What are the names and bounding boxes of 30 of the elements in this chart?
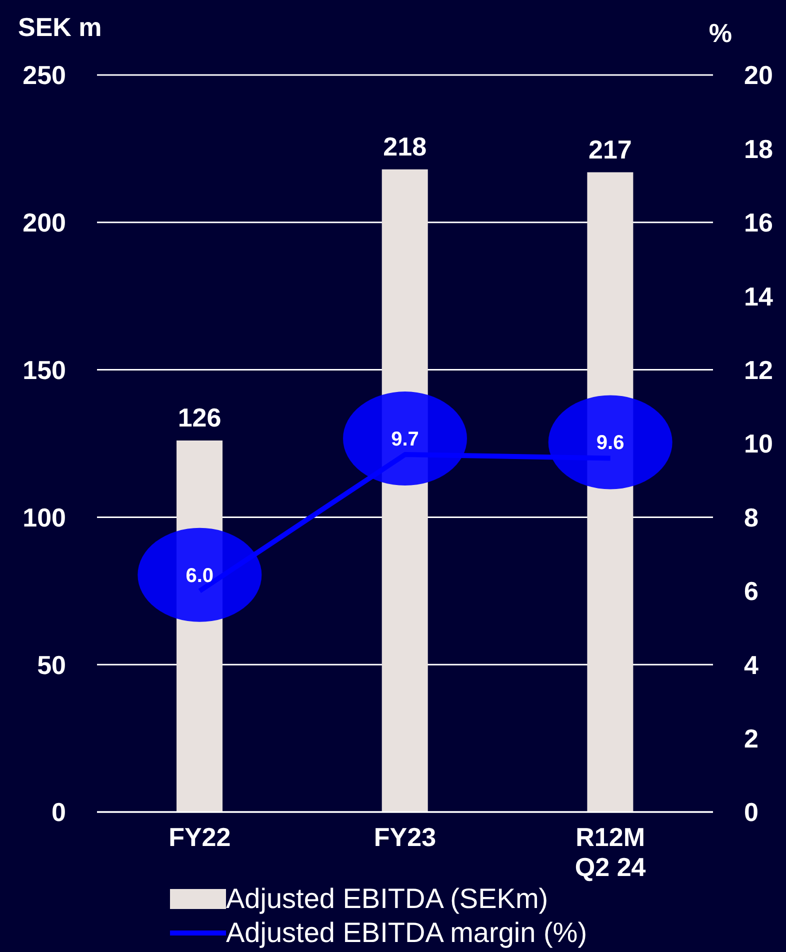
y-tick-label: 100 xyxy=(22,502,66,532)
y2-tick-label: 0 xyxy=(744,797,758,828)
y-tick-label: 50 xyxy=(37,650,66,680)
y2-tick-label: 4 xyxy=(744,650,759,680)
y2-tick-label: 12 xyxy=(744,355,773,386)
x-tick-label: FY22 xyxy=(168,822,231,852)
data-label: 126 xyxy=(178,402,222,433)
y2-tick-label: 10 xyxy=(744,428,773,459)
y-tick-label: 200 xyxy=(22,208,66,238)
data-label: 9.7 xyxy=(391,428,419,451)
legend-label: Adjusted EBITDA margin (%) xyxy=(226,916,588,950)
y2-axis-title: % xyxy=(708,18,732,49)
data-label: 9.6 xyxy=(596,432,624,454)
y-tick-label: 150 xyxy=(22,355,66,386)
y2-tick-label: 8 xyxy=(744,502,758,532)
y2-tick-label: 20 xyxy=(744,60,773,90)
x-tick-label: R12M Q2 24 xyxy=(574,822,646,882)
legend-label: Adjusted EBITDA (SEKm) xyxy=(226,882,548,916)
y2-tick-label: 14 xyxy=(744,281,774,312)
y-axis-title: SEK m xyxy=(18,12,102,43)
y2-tick-label: 6 xyxy=(744,576,758,606)
x-tick-label: FY23 xyxy=(374,822,436,852)
y2-tick-label: 18 xyxy=(744,134,773,164)
y2-tick-label: 16 xyxy=(744,208,773,238)
data-label: 217 xyxy=(588,134,632,164)
data-label: 218 xyxy=(383,131,427,162)
y2-tick-label: 2 xyxy=(744,724,758,754)
y-tick-label: 0 xyxy=(52,797,66,828)
data-label: 6.0 xyxy=(186,564,214,587)
y-tick-label: 250 xyxy=(22,60,66,90)
